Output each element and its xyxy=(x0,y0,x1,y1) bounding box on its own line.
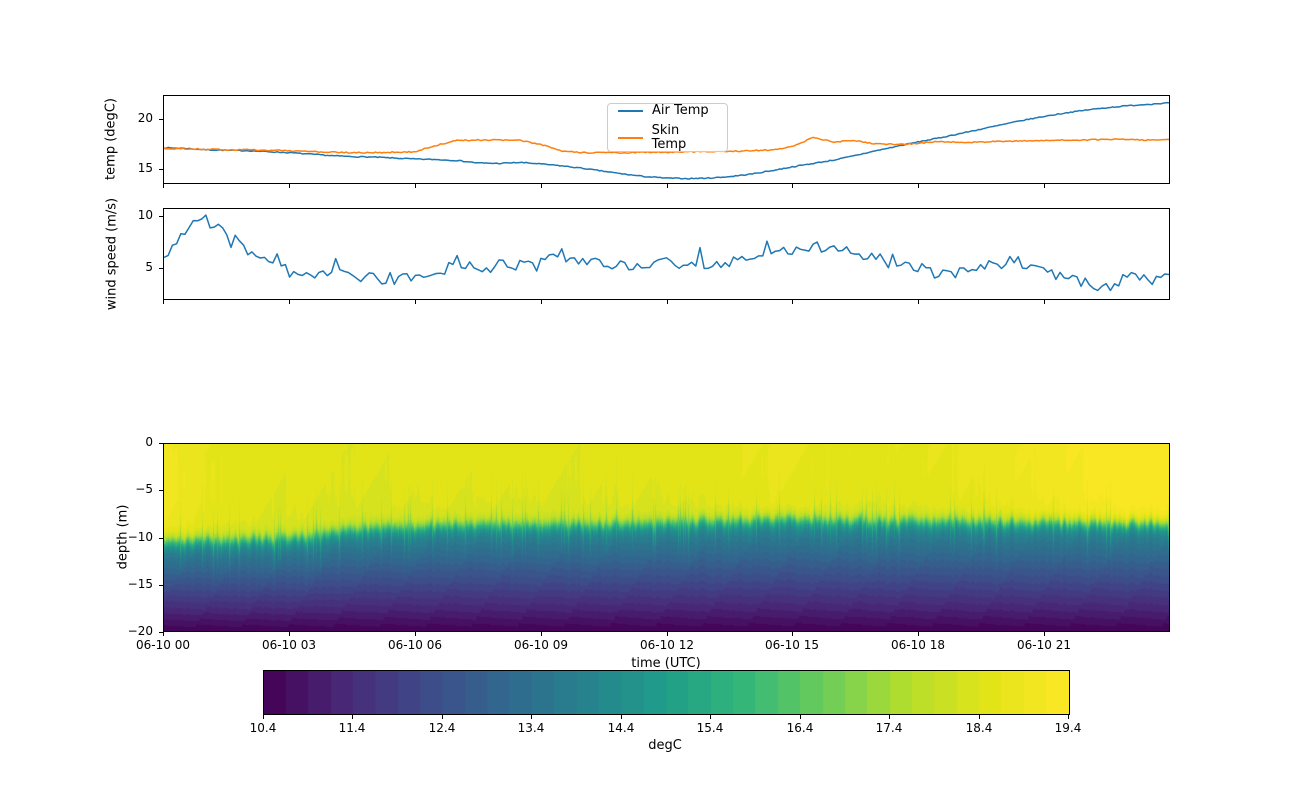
colorbar-tick-label: 14.4 xyxy=(607,721,635,735)
y-tick-label: 10 xyxy=(137,208,153,222)
x-tick-label: 06-10 15 xyxy=(765,638,819,652)
y-tick-label: −5 xyxy=(135,482,153,496)
x-tick xyxy=(415,184,416,188)
y-tick-label: 5 xyxy=(145,260,153,274)
colorbar-gradient xyxy=(264,671,1069,714)
y-tick xyxy=(159,216,163,217)
x-tick-label: 06-10 09 xyxy=(514,638,568,652)
x-tick xyxy=(163,300,164,304)
x-tick xyxy=(1044,184,1045,188)
skin-temp-line-swatch xyxy=(618,136,643,139)
x-tick-label: 06-10 12 xyxy=(640,638,694,652)
y-tick xyxy=(159,585,163,586)
y-tick xyxy=(159,169,163,170)
y-tick-label: 20 xyxy=(137,111,153,125)
x-tick xyxy=(918,300,919,304)
x-tick xyxy=(163,184,164,188)
colorbar-label-degc: degC xyxy=(648,738,682,753)
wind-speed-line xyxy=(164,214,1169,292)
x-tick xyxy=(289,632,290,636)
x-tick xyxy=(415,632,416,636)
colorbar-tick xyxy=(531,715,532,719)
y-tick xyxy=(159,119,163,120)
air-temp-line-swatch xyxy=(618,109,643,112)
colorbar-tick xyxy=(889,715,890,719)
legend-entry-air-temp: Air Temp xyxy=(618,102,717,118)
y-tick xyxy=(159,632,163,633)
x-tick xyxy=(792,300,793,304)
wind-speed-line-plot xyxy=(164,214,1169,292)
y-tick-label: −20 xyxy=(127,624,153,638)
x-tick xyxy=(1044,300,1045,304)
legend-label-air-temp: Air Temp xyxy=(652,102,709,118)
legend-entry-skin-temp: Skin Temp xyxy=(618,122,717,152)
colorbar-tick xyxy=(1068,715,1069,719)
x-tick-label: 06-10 03 xyxy=(262,638,316,652)
wind-speed-axes xyxy=(163,208,1170,300)
colorbar-tick xyxy=(263,715,264,719)
x-tick-label: 06-10 06 xyxy=(388,638,442,652)
colorbar-tick-label: 13.4 xyxy=(517,721,545,735)
colorbar-tick xyxy=(621,715,622,719)
colorbar-tick-label: 15.4 xyxy=(696,721,724,735)
y-tick-label: 0 xyxy=(145,435,153,449)
colorbar-tick xyxy=(800,715,801,719)
colorbar-tick-label: 10.4 xyxy=(249,721,277,735)
x-tick xyxy=(918,632,919,636)
colorbar-tick-label: 12.4 xyxy=(428,721,456,735)
y-tick xyxy=(159,538,163,539)
x-tick xyxy=(792,632,793,636)
x-tick xyxy=(415,300,416,304)
x-tick xyxy=(289,300,290,304)
x-tick-label: 06-10 00 xyxy=(136,638,190,652)
legend-label-skin-temp: Skin Temp xyxy=(651,122,687,152)
xlabel-time-utc: time (UTC) xyxy=(631,656,701,671)
x-tick xyxy=(667,632,668,636)
x-tick xyxy=(1044,632,1045,636)
y-tick-label: 15 xyxy=(137,161,153,175)
x-tick-label: 06-10 21 xyxy=(1017,638,1071,652)
y-tick xyxy=(159,443,163,444)
x-tick xyxy=(541,184,542,188)
colorbar-tick xyxy=(979,715,980,719)
x-tick-label: 06-10 18 xyxy=(891,638,945,652)
skin-temp-line xyxy=(164,136,1169,154)
temperature-lines-plot xyxy=(164,101,1169,180)
depth-temperature-heatmap-axes xyxy=(163,443,1170,632)
colorbar-tick xyxy=(710,715,711,719)
colorbar-tick-label: 19.4 xyxy=(1054,721,1082,735)
colorbar-tick xyxy=(352,715,353,719)
depth-temperature-heatmap xyxy=(164,444,1169,631)
y-tick xyxy=(159,490,163,491)
colorbar-tick-label: 16.4 xyxy=(786,721,814,735)
y-tick-label: −10 xyxy=(127,530,153,544)
x-tick xyxy=(918,184,919,188)
air-temp-line xyxy=(164,101,1169,180)
legend: Air Temp Skin Temp xyxy=(607,103,728,152)
x-tick xyxy=(792,184,793,188)
colorbar-tick-label: 11.4 xyxy=(338,721,366,735)
colorbar xyxy=(263,670,1070,715)
y-tick-label: −15 xyxy=(127,577,153,591)
x-tick xyxy=(163,632,164,636)
x-tick xyxy=(541,300,542,304)
x-tick xyxy=(667,184,668,188)
x-tick xyxy=(541,632,542,636)
x-tick xyxy=(289,184,290,188)
x-tick xyxy=(667,300,668,304)
colorbar-tick-label: 17.4 xyxy=(875,721,903,735)
y-tick xyxy=(159,268,163,269)
colorbar-tick xyxy=(442,715,443,719)
colorbar-tick-label: 18.4 xyxy=(965,721,993,735)
